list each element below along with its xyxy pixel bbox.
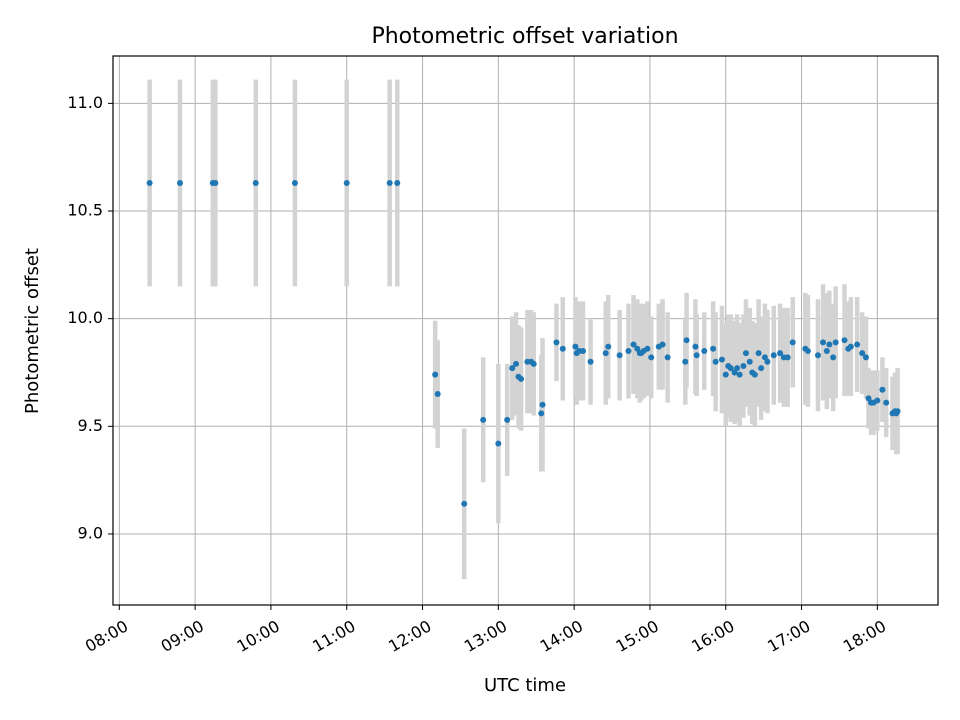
data-point <box>862 354 869 361</box>
data-point <box>579 347 586 354</box>
data-point <box>461 500 468 507</box>
data-point <box>518 375 525 382</box>
data-point <box>784 354 791 361</box>
data-point <box>693 352 700 359</box>
data-point <box>746 358 753 365</box>
data-point <box>495 440 502 447</box>
data-points <box>146 180 901 507</box>
data-point <box>777 350 784 357</box>
data-point <box>770 352 777 359</box>
y-tick-label: 9.5 <box>78 416 103 435</box>
data-point <box>710 345 717 352</box>
data-point <box>804 347 811 354</box>
data-point <box>830 354 837 361</box>
data-point <box>480 416 487 423</box>
data-point <box>605 343 612 350</box>
data-point <box>434 391 441 398</box>
y-tick-label: 10.5 <box>67 201 103 220</box>
data-point <box>538 410 545 417</box>
data-point <box>146 180 153 187</box>
data-point <box>758 365 765 372</box>
data-point <box>814 352 821 359</box>
data-point <box>539 401 546 408</box>
data-point <box>432 371 439 378</box>
data-point <box>823 347 830 354</box>
data-point <box>664 354 671 361</box>
data-point <box>572 343 579 350</box>
data-point <box>659 341 666 348</box>
data-point <box>701 347 708 354</box>
data-point <box>755 350 762 357</box>
data-point <box>587 358 594 365</box>
y-axis-label: Photometric offset <box>22 248 43 414</box>
data-point <box>252 180 259 187</box>
data-point <box>386 180 393 187</box>
data-point <box>504 416 511 423</box>
data-point <box>727 365 734 372</box>
y-tick-label: 10.0 <box>67 308 103 327</box>
data-point <box>530 360 537 367</box>
data-point <box>616 352 623 359</box>
data-point <box>291 180 298 187</box>
data-point <box>644 345 651 352</box>
data-point <box>874 397 881 404</box>
x-axis-label: UTC time <box>484 675 566 696</box>
chart-title: Photometric offset variation <box>371 24 678 49</box>
data-point <box>625 347 632 354</box>
data-point <box>718 356 725 363</box>
data-point <box>509 365 516 372</box>
data-point <box>826 341 833 348</box>
data-point <box>894 408 901 415</box>
data-point <box>176 180 183 187</box>
data-point <box>683 337 690 344</box>
data-point <box>630 341 637 348</box>
data-point <box>789 339 796 346</box>
data-point <box>742 350 749 357</box>
data-point <box>602 350 609 357</box>
data-point <box>513 360 520 367</box>
data-point <box>841 337 848 344</box>
data-point <box>751 371 758 378</box>
data-point <box>343 180 350 187</box>
data-point <box>740 363 747 370</box>
data-point <box>553 339 560 346</box>
y-tick-label: 9.0 <box>78 523 103 542</box>
data-point <box>712 358 719 365</box>
data-point <box>682 358 689 365</box>
data-point <box>734 365 741 372</box>
data-point <box>879 386 886 393</box>
data-point <box>832 339 839 346</box>
data-point <box>820 339 827 346</box>
data-point <box>736 371 743 378</box>
data-point <box>559 345 566 352</box>
data-point <box>212 180 219 187</box>
data-point <box>859 350 866 357</box>
data-point <box>847 343 854 350</box>
data-point <box>883 399 890 406</box>
plot-frame <box>112 55 939 606</box>
data-point <box>854 341 861 348</box>
y-tick-label: 11.0 <box>67 93 103 112</box>
data-point <box>648 354 655 361</box>
data-point <box>764 358 771 365</box>
data-point <box>692 343 699 350</box>
data-point <box>722 371 729 378</box>
data-point <box>394 180 401 187</box>
